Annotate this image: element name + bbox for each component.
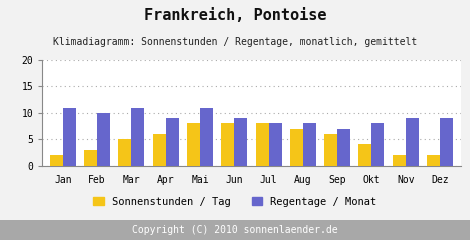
Bar xyxy=(256,123,268,166)
Bar xyxy=(153,134,166,166)
Bar xyxy=(166,118,179,166)
Text: Klimadiagramm: Sonnenstunden / Regentage, monatlich, gemittelt: Klimadiagramm: Sonnenstunden / Regentage… xyxy=(53,37,417,47)
Bar xyxy=(303,123,316,166)
Bar xyxy=(235,118,247,166)
Bar xyxy=(337,129,350,166)
Bar xyxy=(221,123,235,166)
Bar xyxy=(50,155,63,166)
Text: Copyright (C) 2010 sonnenlaender.de: Copyright (C) 2010 sonnenlaender.de xyxy=(132,225,338,235)
Bar xyxy=(268,123,282,166)
Bar xyxy=(132,108,144,166)
Bar xyxy=(187,123,200,166)
Bar xyxy=(324,134,337,166)
Bar xyxy=(63,108,76,166)
Bar xyxy=(290,129,303,166)
Bar xyxy=(84,150,97,166)
Bar xyxy=(393,155,406,166)
Bar xyxy=(406,118,419,166)
Legend: Sonnenstunden / Tag, Regentage / Monat: Sonnenstunden / Tag, Regentage / Monat xyxy=(89,192,381,211)
Bar xyxy=(440,118,453,166)
Bar xyxy=(200,108,213,166)
Bar xyxy=(97,113,110,166)
Bar xyxy=(118,139,132,166)
Bar xyxy=(371,123,384,166)
Text: Frankreich, Pontoise: Frankreich, Pontoise xyxy=(144,8,326,24)
Bar xyxy=(427,155,440,166)
Bar xyxy=(359,144,371,166)
